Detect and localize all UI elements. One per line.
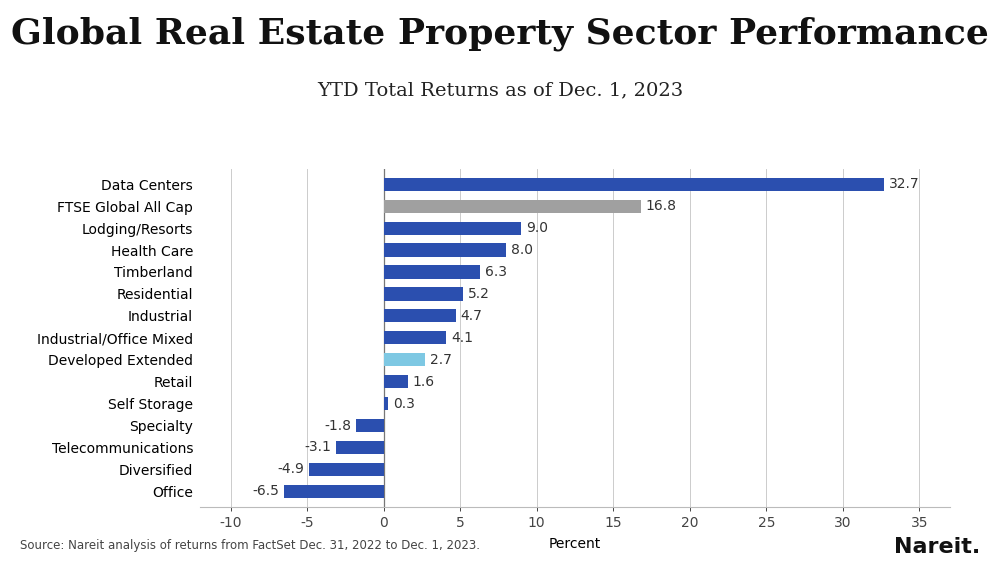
Bar (284, 485, 384, 498)
Text: 9.0: 9.0 (526, 221, 548, 235)
Bar (336, 441, 384, 454)
Bar (384, 265, 480, 279)
Text: Nareit.: Nareit. (894, 537, 980, 557)
Text: 6.3: 6.3 (485, 265, 507, 279)
Bar (384, 222, 521, 235)
Bar (384, 353, 425, 367)
Text: 2.7: 2.7 (430, 353, 451, 367)
Bar (356, 419, 384, 432)
Bar (384, 243, 506, 257)
Text: 4.7: 4.7 (460, 309, 482, 323)
Text: 32.7: 32.7 (889, 177, 919, 191)
Text: -4.9: -4.9 (277, 462, 304, 476)
Text: Source: Nareit analysis of returns from FactSet Dec. 31, 2022 to Dec. 1, 2023.: Source: Nareit analysis of returns from … (20, 539, 480, 552)
Bar (384, 178, 884, 191)
Bar (384, 375, 408, 388)
Text: Global Real Estate Property Sector Performance: Global Real Estate Property Sector Perfo… (11, 17, 989, 51)
Text: 5.2: 5.2 (468, 287, 490, 301)
Bar (384, 287, 463, 301)
Text: 8.0: 8.0 (511, 243, 533, 257)
Text: YTD Total Returns as of Dec. 1, 2023: YTD Total Returns as of Dec. 1, 2023 (317, 82, 683, 100)
Bar (384, 331, 446, 345)
Bar (384, 397, 388, 410)
X-axis label: Percent: Percent (549, 537, 601, 551)
Text: 4.1: 4.1 (451, 331, 473, 345)
Bar (384, 309, 456, 323)
Text: 16.8: 16.8 (645, 199, 676, 213)
Text: 1.6: 1.6 (413, 374, 435, 388)
Text: 0.3: 0.3 (393, 396, 415, 410)
Text: -6.5: -6.5 (253, 484, 280, 498)
Bar (309, 463, 384, 476)
Text: -1.8: -1.8 (325, 418, 352, 432)
Text: -3.1: -3.1 (305, 440, 332, 454)
Bar (384, 200, 641, 213)
